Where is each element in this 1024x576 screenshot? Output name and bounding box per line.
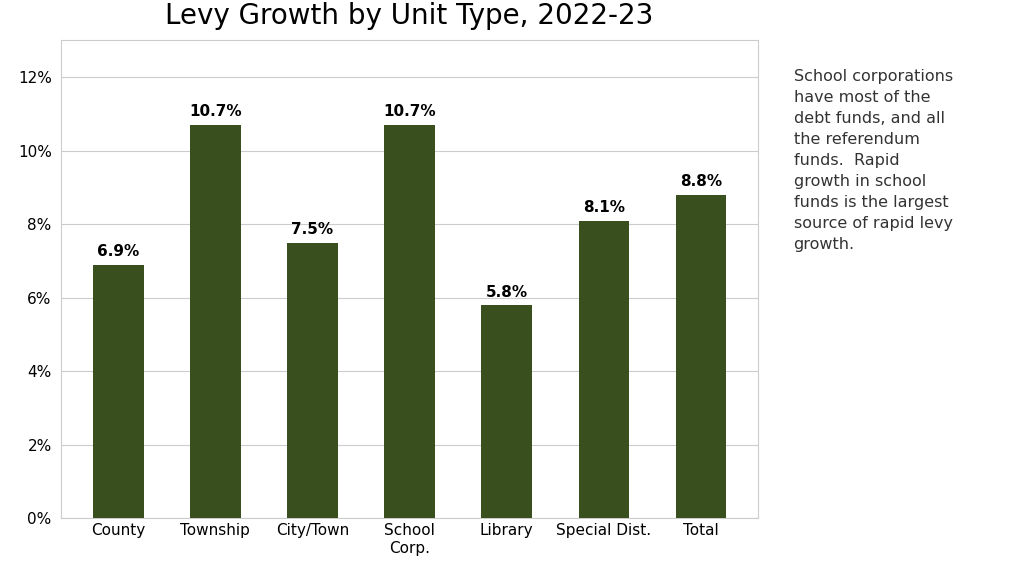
Bar — [579, 221, 629, 518]
Bar — [288, 242, 338, 518]
Title: Levy Growth by Unit Type, 2022-23: Levy Growth by Unit Type, 2022-23 — [166, 2, 653, 29]
Bar — [93, 264, 143, 518]
Text: 5.8%: 5.8% — [485, 285, 527, 300]
Bar — [384, 125, 435, 518]
Text: 8.8%: 8.8% — [680, 175, 722, 190]
Bar — [676, 195, 726, 518]
Bar — [190, 125, 241, 518]
Bar — [481, 305, 531, 518]
Text: 10.7%: 10.7% — [383, 104, 436, 119]
Text: School corporations
have most of the
debt funds, and all
the referendum
funds.  : School corporations have most of the deb… — [794, 69, 952, 252]
Text: 6.9%: 6.9% — [97, 244, 139, 259]
Text: 10.7%: 10.7% — [189, 104, 242, 119]
Text: 8.1%: 8.1% — [583, 200, 625, 215]
Text: 7.5%: 7.5% — [292, 222, 334, 237]
